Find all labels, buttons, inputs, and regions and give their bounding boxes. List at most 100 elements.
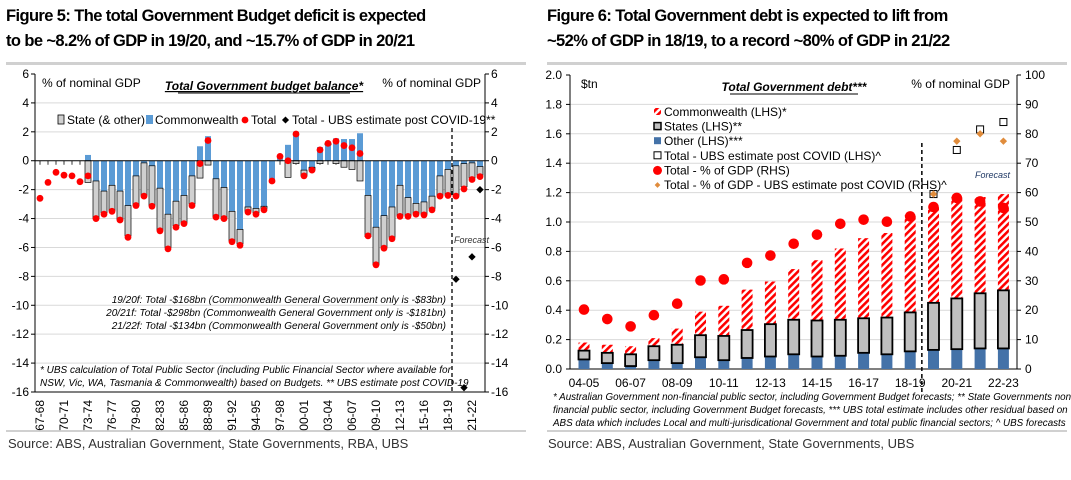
total-dot bbox=[84, 172, 92, 180]
commonwealth-bar bbox=[365, 160, 371, 196]
y-tick-label-right: 4 bbox=[491, 96, 498, 110]
state-bar bbox=[452, 165, 460, 196]
state-bar bbox=[396, 184, 404, 217]
forecast-annotation: 19/20f: Total -$168bn (Commonwealth Gene… bbox=[112, 295, 446, 306]
commonwealth-bar bbox=[718, 305, 730, 336]
total-dot bbox=[36, 194, 44, 202]
y-axis-title-right: % of nominal GDP bbox=[382, 76, 481, 90]
total-dot bbox=[212, 213, 220, 221]
commonwealth-bar bbox=[157, 160, 163, 189]
commonwealth-bar bbox=[309, 160, 315, 168]
x-tick-label: 85-86 bbox=[177, 400, 191, 431]
commonwealth-bar bbox=[357, 133, 363, 161]
y-tick-label-left: -2 bbox=[18, 183, 29, 197]
y-tick-label-left: -10 bbox=[12, 298, 30, 312]
ubs-total-square bbox=[999, 118, 1008, 127]
states-bar bbox=[740, 329, 754, 359]
state-bar bbox=[228, 210, 236, 242]
government-debt-chart: 2.01.81.61.41.21.00.80.60.40.20.01009080… bbox=[545, 68, 1071, 429]
y-tick-label-right: 2 bbox=[491, 125, 498, 139]
state-bar bbox=[148, 165, 156, 206]
other-bar bbox=[834, 355, 846, 369]
commonwealth-bar bbox=[429, 160, 435, 197]
states-bar bbox=[903, 311, 917, 353]
total-dot bbox=[308, 166, 316, 174]
legend-swatch-commonwealth bbox=[654, 108, 661, 115]
total-dot bbox=[364, 232, 372, 240]
states-bar bbox=[880, 316, 894, 356]
total-dot bbox=[148, 202, 156, 210]
x-tick-label: 15-16 bbox=[417, 400, 431, 431]
x-tick-label: 70-71 bbox=[57, 400, 71, 431]
commonwealth-bar bbox=[109, 160, 115, 186]
total-dot bbox=[52, 168, 60, 176]
legend-label: States (LHS)** bbox=[664, 120, 742, 134]
other-bar bbox=[578, 359, 590, 369]
commonwealth-bar bbox=[788, 269, 800, 320]
footnote-line: ABS data which includes Local and multi-… bbox=[552, 418, 1066, 429]
source-left: Source: ABS, Australian Government, Stat… bbox=[8, 436, 409, 451]
x-tick-label: 82-83 bbox=[153, 400, 167, 431]
state-bar bbox=[460, 163, 468, 188]
total-pct-gdp-dot bbox=[671, 298, 683, 310]
footnote-line: financial public sector, including Gover… bbox=[553, 405, 1068, 416]
states-bar bbox=[833, 318, 847, 357]
commonwealth-bar bbox=[221, 160, 227, 188]
x-tick-label: 22-23 bbox=[988, 376, 1019, 390]
total-dot bbox=[244, 208, 252, 216]
commonwealth-bar bbox=[341, 139, 347, 161]
y-tick-label-left: 1.0 bbox=[545, 215, 562, 229]
states-bar bbox=[997, 289, 1010, 350]
state-bar bbox=[188, 175, 196, 205]
x-tick-label: 67-68 bbox=[33, 400, 47, 431]
states-bar bbox=[764, 323, 777, 358]
total-pct-gdp-dot bbox=[625, 321, 636, 332]
other-bar bbox=[811, 356, 823, 369]
forecast-annotation: 20/21f: Total -$298bn (Commonwealth Gene… bbox=[105, 308, 446, 319]
states-bar bbox=[670, 343, 684, 365]
total-pct-gdp-dot bbox=[974, 196, 986, 207]
state-bar bbox=[380, 215, 388, 248]
total-pct-gdp-dot bbox=[881, 216, 893, 228]
ubs-estimate-diamond bbox=[452, 275, 460, 283]
states-bar bbox=[973, 292, 987, 350]
y-tick-label-right: -8 bbox=[491, 269, 502, 283]
legend-label: Total - % of GDP (RHS) bbox=[664, 163, 790, 177]
legend-swatch-ubs-pct bbox=[654, 182, 661, 188]
commonwealth-bar bbox=[117, 160, 123, 192]
other-bar bbox=[625, 366, 637, 369]
commonwealth-bar bbox=[648, 338, 660, 347]
other-bar bbox=[881, 354, 893, 369]
other-bar bbox=[904, 351, 916, 369]
y-axis-title-left: $tn bbox=[581, 77, 598, 91]
total-dot bbox=[140, 192, 148, 200]
total-dot bbox=[124, 233, 132, 241]
source-right: Source: ABS, Australian Government, Stat… bbox=[548, 436, 915, 451]
y-tick-label-left: -8 bbox=[18, 269, 29, 283]
y-tick-label-right: 40 bbox=[1025, 244, 1039, 258]
commonwealth-bar bbox=[333, 138, 339, 161]
total-dot bbox=[300, 172, 308, 180]
legend-swatch-total-pct bbox=[653, 165, 662, 175]
other-bar bbox=[648, 360, 660, 369]
figure-6-title-line-1: Figure 6: Total Government debt is expec… bbox=[547, 7, 948, 25]
commonwealth-bar bbox=[381, 160, 387, 216]
total-pct-gdp-dot bbox=[718, 274, 730, 285]
source-divider-right bbox=[547, 430, 1067, 432]
commonwealth-bar bbox=[181, 160, 187, 196]
other-bar bbox=[788, 354, 800, 369]
commonwealth-bar bbox=[671, 328, 683, 345]
ubs-pct-gdp-diamond bbox=[929, 190, 938, 198]
state-bar bbox=[364, 195, 372, 237]
commonwealth-bar bbox=[453, 160, 459, 166]
commonwealth-bar bbox=[293, 131, 299, 161]
total-dot bbox=[420, 211, 428, 219]
states-bar bbox=[857, 317, 870, 354]
y-tick-label-right: -16 bbox=[491, 385, 509, 399]
total-pct-gdp-dot bbox=[835, 218, 846, 230]
figure-6-title: Figure 6: Total Government debt is expec… bbox=[547, 4, 950, 54]
y-tick-label-left: -16 bbox=[12, 385, 30, 399]
y-tick-label-left: 1.8 bbox=[545, 97, 562, 111]
total-dot bbox=[396, 212, 404, 220]
commonwealth-bar bbox=[601, 344, 613, 353]
